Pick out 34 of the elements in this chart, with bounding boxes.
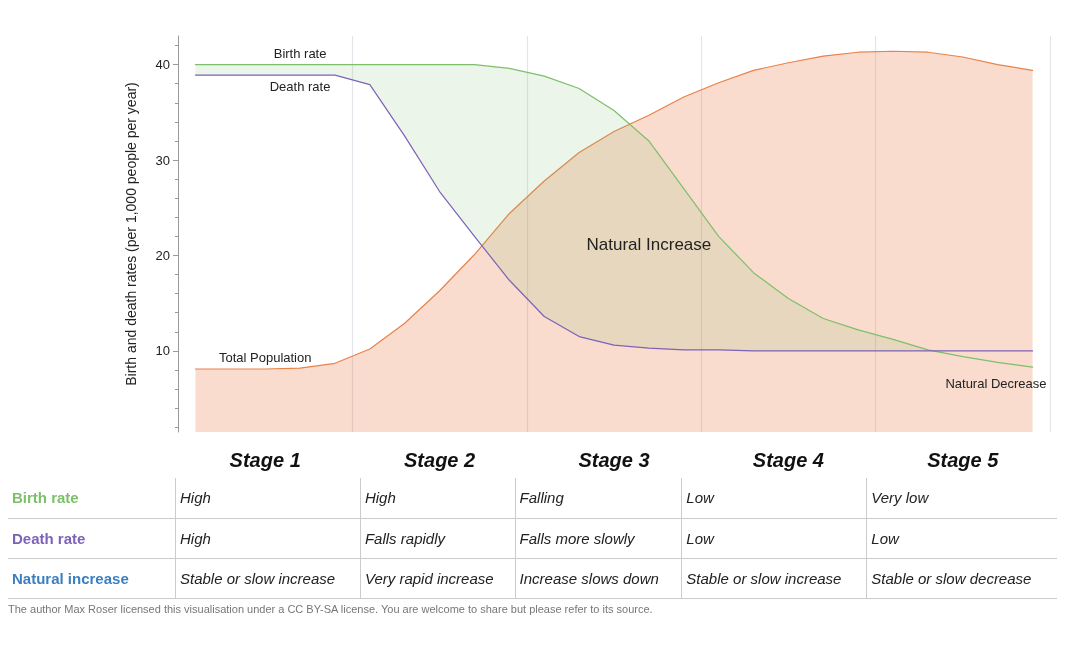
text: Falling [515,478,682,518]
x-tick-label: Stage 1 [229,449,301,471]
text: High [175,518,361,558]
x-tick-label: Stage 5 [927,449,1000,471]
y-tick-label: 10 [155,343,170,359]
x-tick-label: Stage 3 [578,449,650,471]
y-tick-label: 20 [155,247,170,263]
text: Low [866,518,1057,558]
text: Very low [866,478,1057,518]
x-tick-label: Stage 4 [752,449,824,471]
text: Low [681,518,867,558]
text: High [175,478,361,518]
text: Birth rate [11,488,80,509]
text: Stable or slow increase [175,558,361,598]
text: Falls more slowly [515,518,682,558]
annotation: Natural Decrease [945,375,1047,391]
series-label: Death rate [269,79,331,95]
text: High [360,478,516,518]
text: Death rate [11,528,87,549]
x-tick-label: Stage 2 [404,449,476,471]
y-tick-label: 40 [155,57,170,73]
y-axis-title: Birth and death rates (per 1,000 people per year) [123,82,139,386]
text: Low [681,478,867,518]
text: The author Max Roser licensed this visualisation under a CC BY-SA license. You are welcome to share but please refer to its source. [8,602,654,615]
annotation: Natural Increase [586,235,712,254]
text: Stable or slow increase [681,558,867,598]
text: Increase slows down [515,558,682,598]
text: Very rapid increase [360,558,516,598]
text: Stable or slow decrease [866,558,1057,598]
text: Falls rapidly [360,518,516,558]
y-tick-label: 30 [155,152,170,168]
text: Natural increase [11,568,130,589]
series-label: Birth rate [273,45,327,61]
series-label: Total Population [218,350,312,366]
